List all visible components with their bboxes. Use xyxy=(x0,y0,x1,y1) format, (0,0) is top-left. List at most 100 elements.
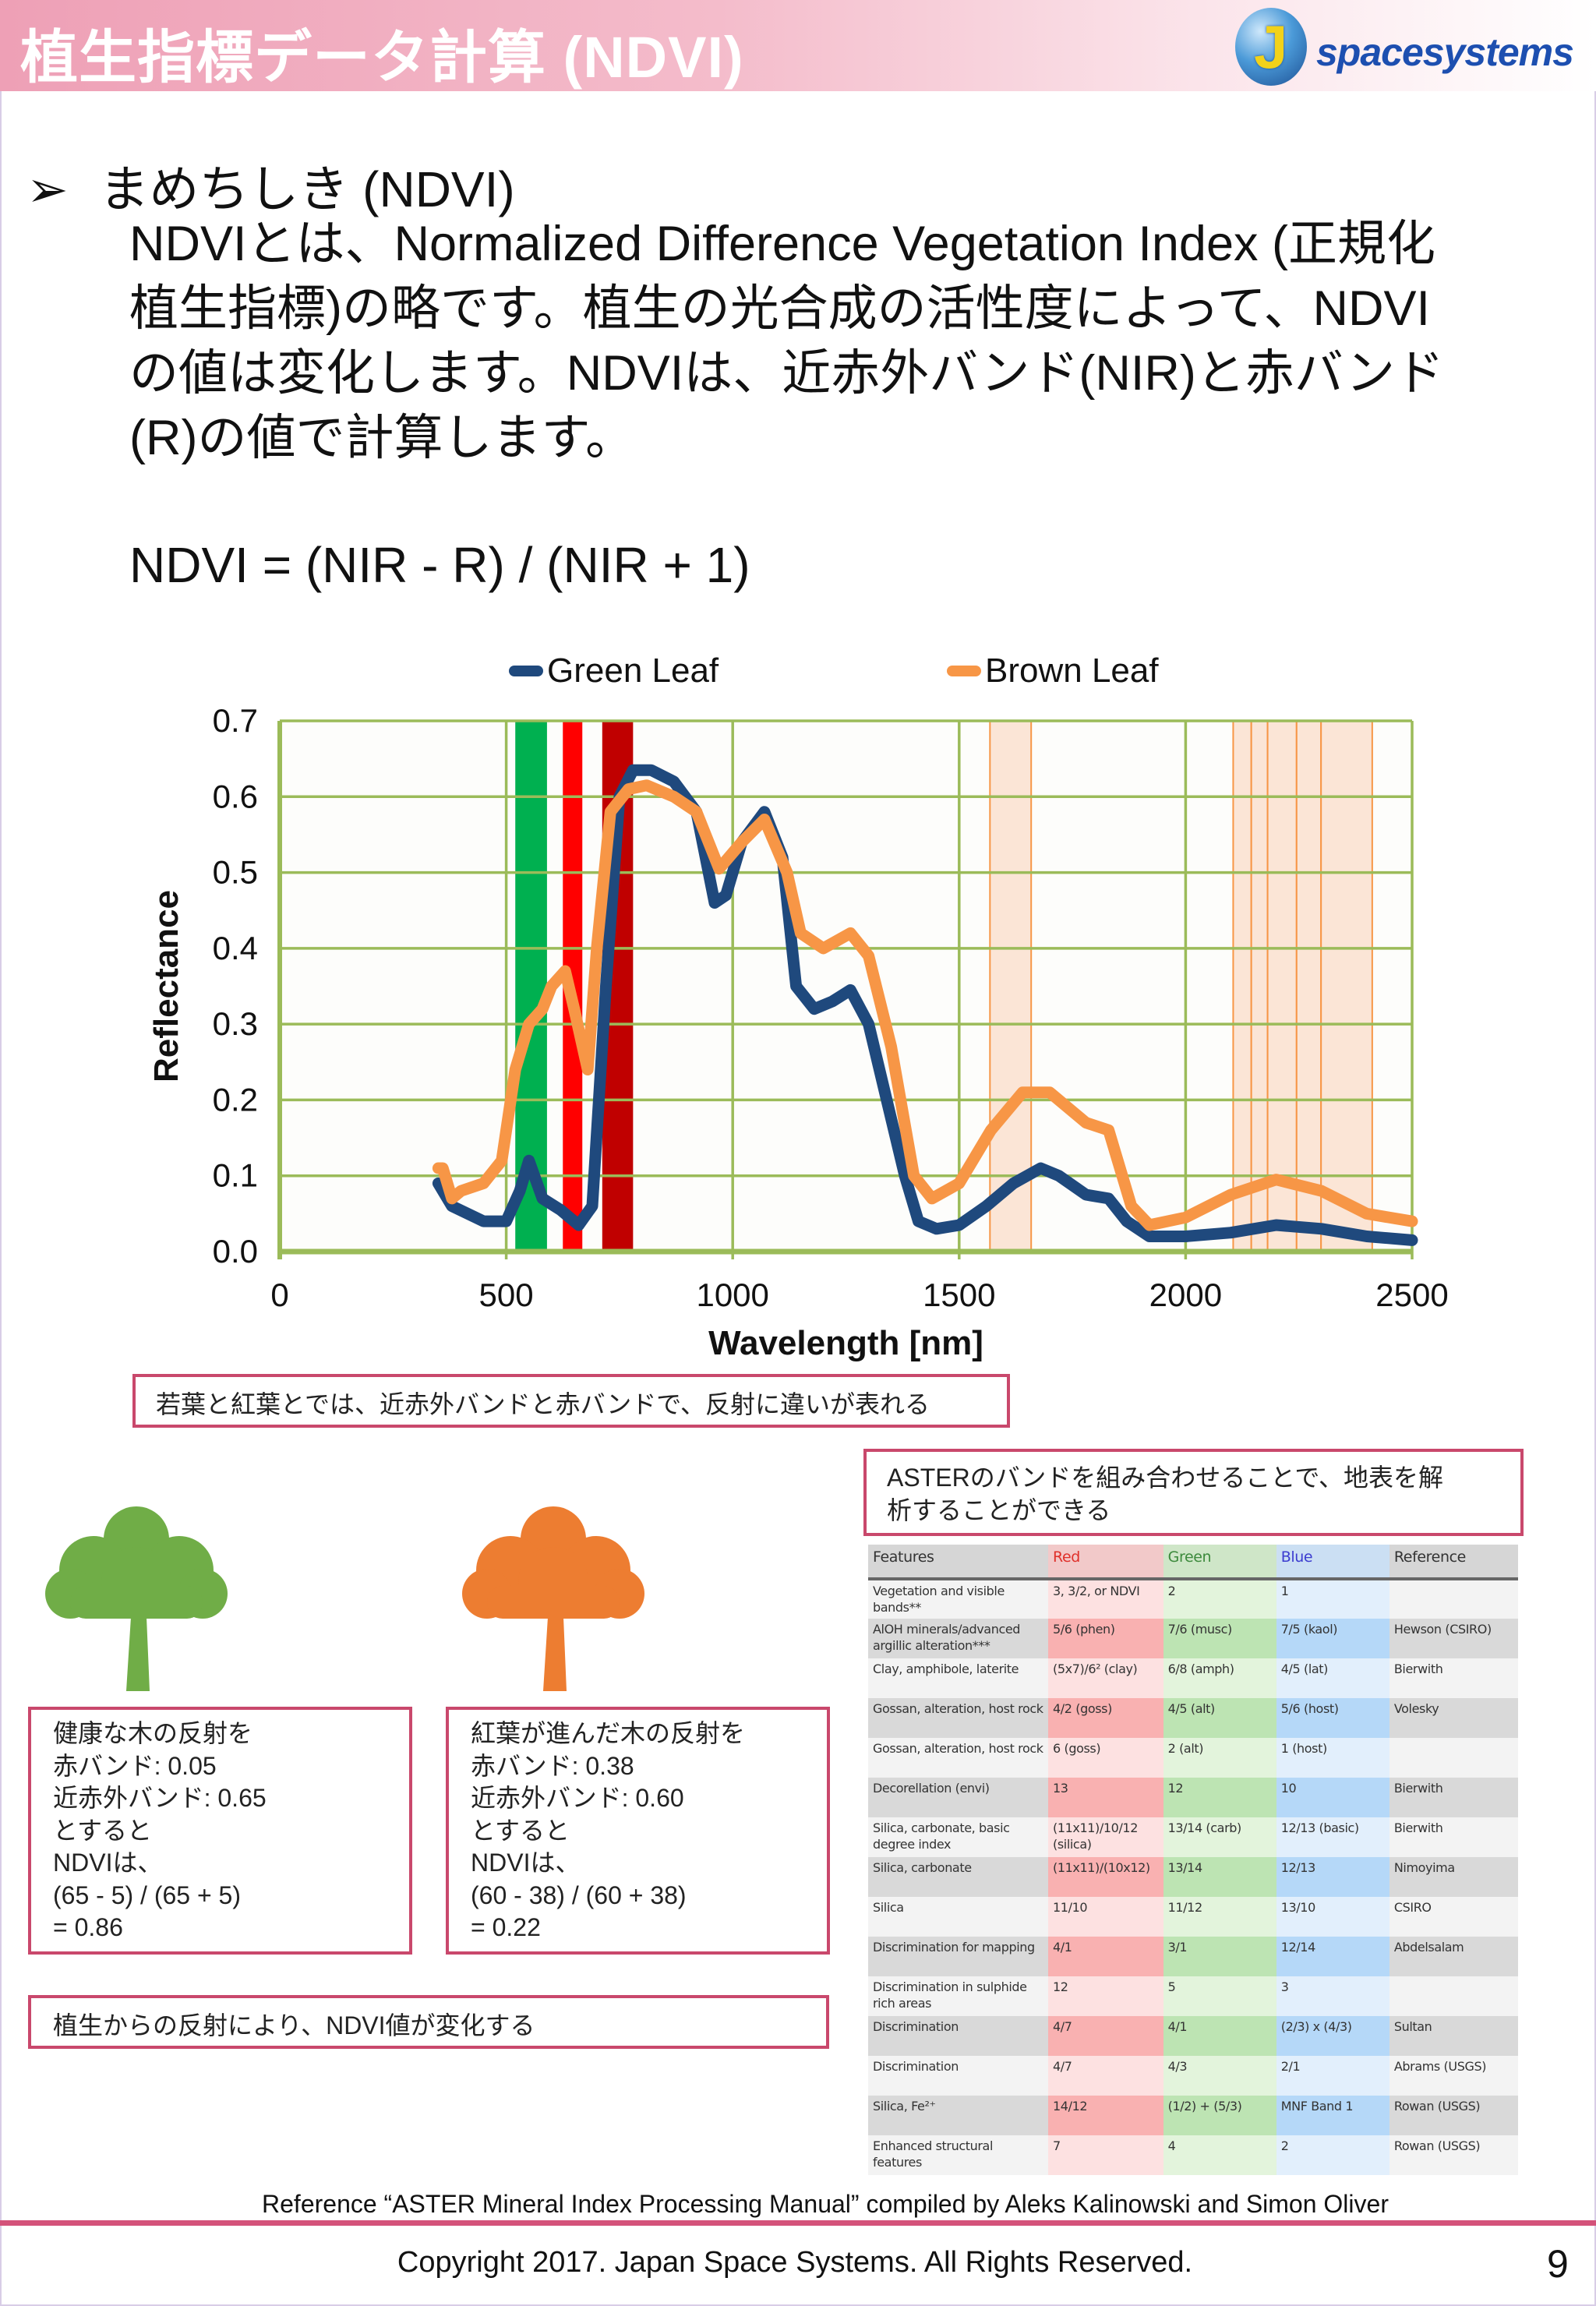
table-cell: 3, 3/2, or NDVI xyxy=(1048,1579,1163,1619)
table-cell: 5/6 (host) xyxy=(1276,1698,1389,1738)
calc-line: 紅葉が進んだ木の反射を xyxy=(471,1719,746,1747)
x-tick-label: 2500 xyxy=(1375,1277,1448,1313)
arrow-bullet-icon: ➢ xyxy=(26,161,69,217)
table-cell: Bierwith xyxy=(1389,1817,1518,1857)
table-cell: 1 (host) xyxy=(1276,1738,1389,1778)
paragraph-line: 植生指標)の略です。植生の光合成の活性度によって、NDVI xyxy=(129,281,1431,336)
calc-line: NDVIは、 xyxy=(53,1849,163,1877)
chart-caption: 若葉と紅葉とでは、近赤外バンドと赤バンドで、反射に違いが表れる xyxy=(132,1374,1010,1428)
table-cell: Silica xyxy=(868,1897,1049,1937)
table-cell: 7/6 (musc) xyxy=(1163,1619,1276,1658)
calc-line: NDVIは、 xyxy=(471,1849,581,1877)
table-cell: Sultan xyxy=(1389,2016,1518,2056)
table-cell: 12/13 (basic) xyxy=(1276,1817,1389,1857)
table-cell: Discrimination xyxy=(868,2016,1049,2056)
table-cell: 5/6 (phen) xyxy=(1048,1619,1163,1658)
table-cell: 4/1 xyxy=(1048,1937,1163,1976)
table-row: Discrimination 4/7 4/1 (2/3) x (4/3) Sultan xyxy=(868,2016,1518,2056)
table-row: Enhanced structural features 7 4 2 Rowan (US… xyxy=(868,2135,1518,2175)
ndvi-description: NDVIとは、Normalized Difference Vegetation … xyxy=(129,212,1444,471)
globe-icon xyxy=(1235,8,1307,86)
table-row: Silica, carbonate, basic degree index (11… xyxy=(868,1817,1518,1857)
table-cell: 6/8 (amph) xyxy=(1163,1658,1276,1698)
table-cell: 12/14 xyxy=(1276,1937,1389,1976)
table-cell: 14/12 xyxy=(1048,2096,1163,2135)
table-cell: (2/3) x (4/3) xyxy=(1276,2016,1389,2056)
y-tick-label: 0.2 xyxy=(213,1081,258,1118)
table-cell: 3 xyxy=(1276,1976,1389,2016)
legend-label: Green Leaf xyxy=(547,652,719,690)
table-cell: 2/1 xyxy=(1276,2056,1389,2096)
table-cell: 6 (goss) xyxy=(1048,1738,1163,1778)
table-cell: Nimoyima xyxy=(1389,1857,1518,1897)
y-tick-label: 0.5 xyxy=(213,854,258,891)
table-cell: 4/7 xyxy=(1048,2056,1163,2096)
table-cell: Gossan, alteration, host rock xyxy=(868,1738,1049,1778)
wavelength-band xyxy=(1232,720,1252,1252)
healthy-tree-calculation: 健康な木の反射を 赤バンド: 0.05 近赤外バンド: 0.65 とすると ND… xyxy=(28,1707,412,1955)
table-cell: Clay, amphibole, laterite xyxy=(868,1658,1049,1698)
x-tick-label: 0 xyxy=(270,1277,288,1313)
table-cell: Bierwith xyxy=(1389,1778,1518,1817)
footer-divider xyxy=(0,2220,1596,2226)
table-cell: 4/7 xyxy=(1048,2016,1163,2056)
table-row: Silica, carbonate (11x11)/(10x12) 13/14 12/… xyxy=(868,1857,1518,1897)
y-tick-label: 0.0 xyxy=(213,1233,258,1270)
section-heading: ➢ まめちしき (NDVI) xyxy=(26,150,515,221)
table-cell: 7 xyxy=(1048,2135,1163,2175)
table-row: Vegetation and visible bands** 3, 3/2, or… xyxy=(868,1579,1518,1619)
table-cell: Enhanced structural features xyxy=(868,2135,1049,2175)
table-cell: 12 xyxy=(1163,1778,1276,1817)
logo-mark: J xyxy=(1254,12,1288,81)
wavelength-band xyxy=(1266,720,1298,1252)
table-cell: Discrimination for mapping xyxy=(868,1937,1049,1976)
column-header-reference: Reference xyxy=(1389,1545,1518,1580)
calc-line: とすると xyxy=(53,1816,153,1845)
table-cell: 4/2 (goss) xyxy=(1048,1698,1163,1738)
healthy-tree-icon xyxy=(45,1506,228,1691)
table-row: Silica, Fe²⁺ 14/12 (1/2) + (5/3) MNF Band 1… xyxy=(868,2096,1518,2135)
table-header-row: Features Red Green Blue Reference xyxy=(868,1545,1518,1580)
table-row: Discrimination for mapping 4/1 3/1 12/14 Abd… xyxy=(868,1937,1518,1976)
caption-line: ASTERのバンドを組み合わせることで、地表を解 xyxy=(887,1464,1444,1492)
table-cell: Abrams (USGS) xyxy=(1389,2056,1518,2096)
page-title: 植生指標データ計算 (NDVI) xyxy=(20,25,744,90)
calc-line: 健康な木の反射を xyxy=(53,1719,253,1747)
ndvi-formula: NDVI = (NIR - R) / (NIR + 1) xyxy=(129,537,750,593)
column-header-blue: Blue xyxy=(1276,1545,1389,1580)
table-row: Discrimination 4/7 4/3 2/1 Abrams (USGS) xyxy=(868,2056,1518,2096)
table-cell: 11/12 xyxy=(1163,1897,1276,1937)
calc-line: とすると xyxy=(471,1816,570,1845)
x-tick-label: 500 xyxy=(479,1277,534,1313)
calc-line: = 0.86 xyxy=(53,1913,123,1941)
table-row: AlOH minerals/advanced argillic alterati… xyxy=(868,1619,1518,1658)
table-row: Gossan, alteration, host rock 6 (goss) 2 (… xyxy=(868,1738,1518,1778)
table-cell xyxy=(1389,1738,1518,1778)
table-cell: Rowan (USGS) xyxy=(1389,2096,1518,2135)
reflectance-chart: 0.0 0.1 0.2 0.3 0.4 0.5 0.6 0.7 0 500 1000 1500 2000… xyxy=(147,652,1449,1362)
table-cell: 1 xyxy=(1276,1579,1389,1619)
table-cell: 4/5 (alt) xyxy=(1163,1698,1276,1738)
series-line-green-leaf xyxy=(432,764,1418,1246)
table-cell: 13/10 xyxy=(1276,1897,1389,1937)
x-tick-label: 2000 xyxy=(1149,1277,1222,1313)
table-cell: Hewson (CSIRO) xyxy=(1389,1619,1518,1658)
x-tick-label: 1500 xyxy=(923,1277,995,1313)
caption-line: 析することができる xyxy=(887,1496,1111,1524)
table-cell: Discrimination in sulphide rich areas xyxy=(868,1976,1049,2016)
table-cell: CSIRO xyxy=(1389,1897,1518,1937)
table-cell: Abdelsalam xyxy=(1389,1937,1518,1976)
reference-note: Reference “ASTER Mineral Index Processin… xyxy=(262,2190,1389,2218)
heading-text: まめちしき (NDVI) xyxy=(99,161,515,217)
table-cell: (11x11)/10/12 (silica) xyxy=(1048,1817,1163,1857)
legend-label: Brown Leaf xyxy=(985,652,1159,690)
table-cell xyxy=(1389,1976,1518,2016)
y-axis-title: Reflectance xyxy=(147,890,185,1082)
table-cell: 7/5 (kaol) xyxy=(1276,1619,1389,1658)
copyright: Copyright 2017. Japan Space Systems. All… xyxy=(397,2246,1193,2279)
paragraph-line: NDVIとは、Normalized Difference Vegetation … xyxy=(129,217,1435,271)
ndvi-caption: 植生からの反射により、NDVI値が変化する xyxy=(28,1995,829,2049)
logo-text: spacesystems xyxy=(1316,30,1574,74)
table-cell: 10 xyxy=(1276,1778,1389,1817)
wavelength-band xyxy=(1250,720,1269,1252)
